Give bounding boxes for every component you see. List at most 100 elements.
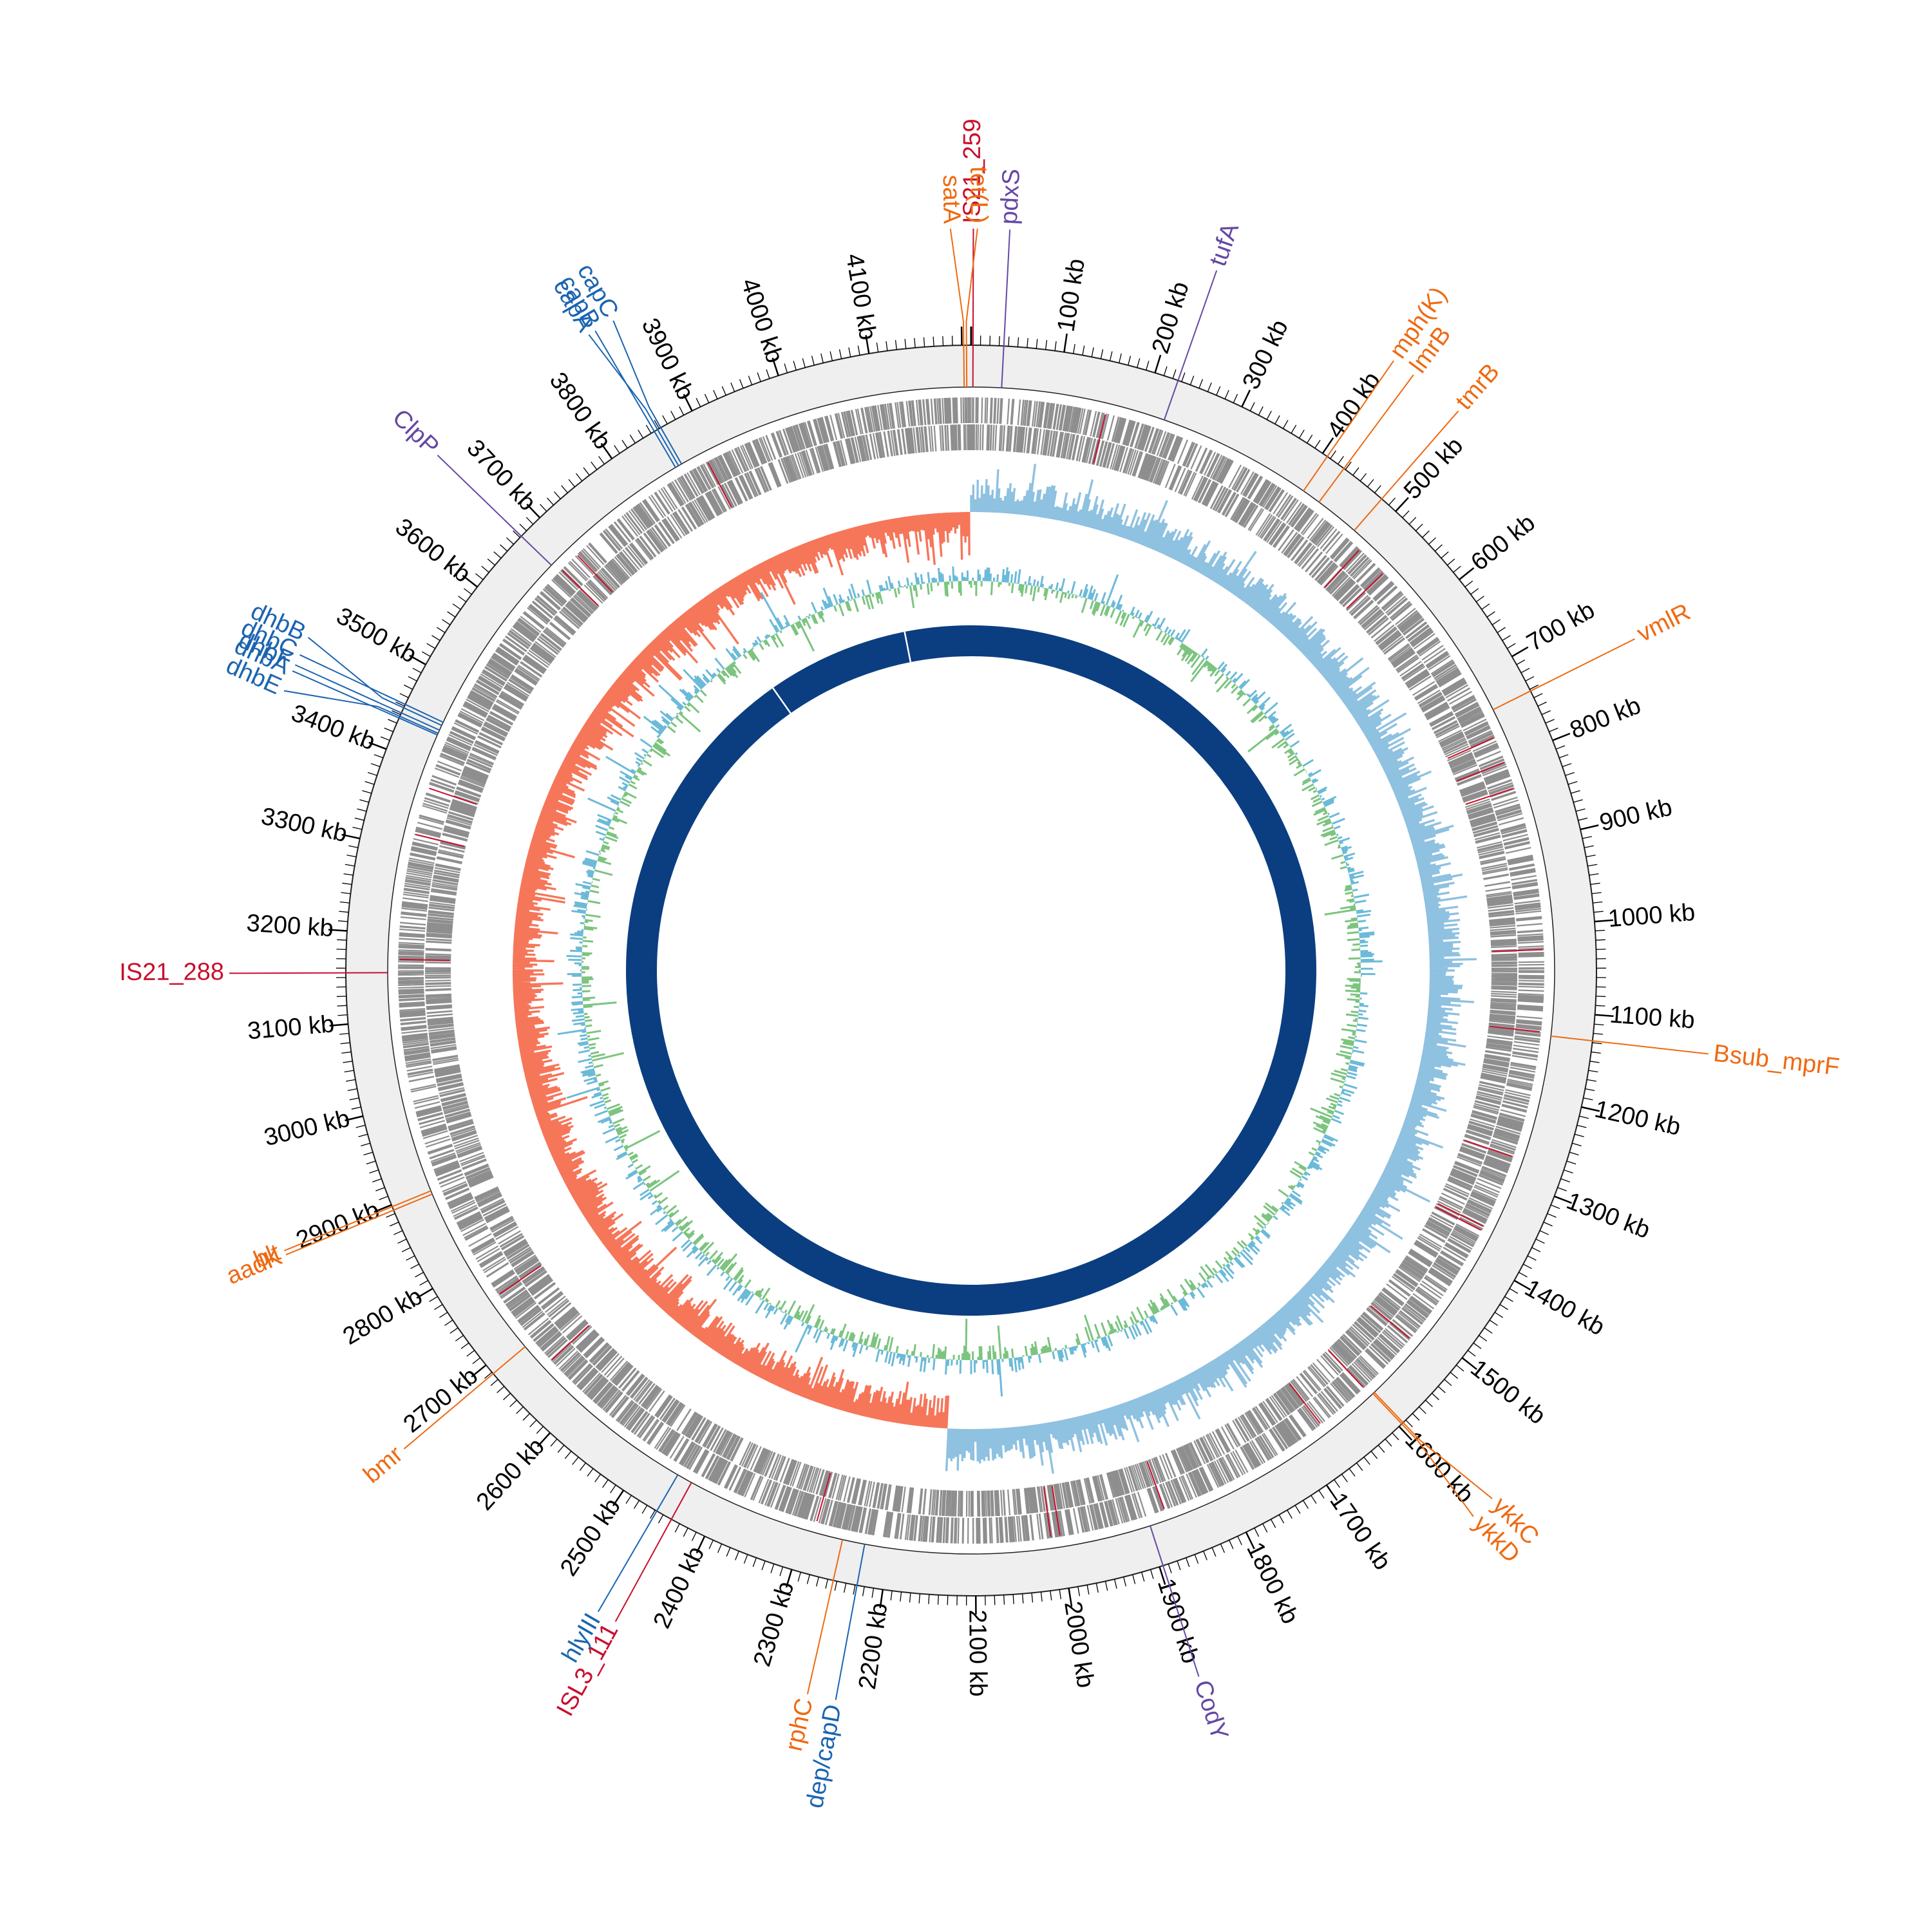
minor-tick xyxy=(1550,1204,1560,1209)
minor-tick xyxy=(345,864,355,867)
minor-tick xyxy=(923,337,925,347)
minor-tick xyxy=(408,676,417,682)
major-tick xyxy=(1068,1587,1073,1607)
minor-tick xyxy=(1434,544,1443,552)
feature-marker xyxy=(827,1539,844,1604)
gc-skew-track xyxy=(512,464,1477,1474)
major-tick xyxy=(1159,1566,1166,1585)
tick-label: 800 kb xyxy=(1566,692,1645,744)
major-tick xyxy=(341,833,361,840)
minor-tick xyxy=(645,424,652,434)
minor-tick xyxy=(994,1595,996,1605)
minor-tick xyxy=(1575,808,1586,812)
minor-tick xyxy=(516,1406,524,1414)
minor-tick xyxy=(1464,580,1473,587)
minor-tick xyxy=(1270,1519,1276,1528)
minor-tick xyxy=(1077,1586,1081,1596)
major-tick xyxy=(683,393,693,412)
minor-tick xyxy=(1525,676,1535,682)
tick-label: 3100 kb xyxy=(247,1010,336,1045)
cds-highlight xyxy=(577,554,613,592)
tick-label: 3600 kb xyxy=(390,513,476,588)
minor-tick xyxy=(748,375,753,385)
minor-tick xyxy=(1392,1432,1399,1441)
feature-leader xyxy=(292,670,378,709)
feature-marker xyxy=(641,410,676,468)
minor-tick xyxy=(1455,1365,1464,1372)
feature-leader xyxy=(1170,1588,1200,1677)
minor-tick xyxy=(490,1379,498,1387)
cds-highlight xyxy=(1492,949,1543,952)
minor-tick xyxy=(372,1178,382,1182)
minor-tick xyxy=(395,701,405,707)
tick-label: 2000 kb xyxy=(1059,1600,1099,1690)
cds-highlight xyxy=(1346,573,1383,609)
minor-tick xyxy=(1494,1312,1504,1318)
major-tick xyxy=(1321,437,1334,454)
minor-tick xyxy=(513,530,520,538)
minor-tick xyxy=(466,1350,475,1357)
minor-tick xyxy=(1577,1124,1587,1128)
minor-tick xyxy=(1388,497,1396,506)
minor-tick xyxy=(679,406,685,415)
minor-tick xyxy=(339,901,350,904)
feature-leader xyxy=(229,972,323,974)
minor-tick xyxy=(853,1585,856,1595)
minor-tick xyxy=(359,799,369,803)
minor-tick xyxy=(344,1070,354,1073)
core-gap xyxy=(772,687,791,714)
feature-marker xyxy=(504,519,552,566)
minor-tick xyxy=(1150,1569,1154,1579)
minor-tick xyxy=(444,1320,453,1326)
minor-tick xyxy=(1467,1350,1476,1357)
gc-content-high xyxy=(557,566,1383,1397)
minor-tick xyxy=(900,1591,902,1602)
feature-marker xyxy=(383,694,444,723)
minor-tick xyxy=(365,781,375,785)
minor-tick xyxy=(1428,537,1436,545)
feature-marker xyxy=(965,321,968,388)
minor-tick xyxy=(1378,1444,1385,1453)
minor-tick xyxy=(1533,693,1543,698)
minor-tick xyxy=(1539,1230,1549,1235)
major-tick xyxy=(329,1023,348,1027)
minor-tick xyxy=(472,1357,481,1365)
minor-tick xyxy=(375,1187,385,1191)
minor-tick xyxy=(1594,1023,1604,1026)
feature-marker xyxy=(371,1193,433,1220)
feature-marker xyxy=(1150,1525,1171,1589)
feature-label: pdxS xyxy=(996,168,1025,225)
minor-tick xyxy=(1349,1468,1356,1477)
minor-tick xyxy=(374,754,384,759)
minor-tick xyxy=(362,790,372,794)
minor-tick xyxy=(1555,745,1566,750)
minor-tick xyxy=(1583,1097,1593,1101)
minor-tick xyxy=(337,1014,348,1016)
feature-leader xyxy=(1616,1043,1709,1055)
minor-tick xyxy=(1557,1187,1567,1191)
minor-tick xyxy=(1137,358,1141,368)
minor-tick xyxy=(820,353,824,363)
major-tick xyxy=(696,1535,706,1554)
minor-tick xyxy=(447,611,456,618)
minor-tick xyxy=(1298,430,1305,439)
minor-tick xyxy=(1484,1327,1493,1334)
minor-tick xyxy=(1574,1133,1584,1137)
tick-label: 500 kb xyxy=(1399,432,1468,504)
minor-tick xyxy=(572,1457,579,1465)
minor-tick xyxy=(1146,361,1150,370)
minor-tick xyxy=(481,565,489,573)
minor-tick xyxy=(1446,558,1455,566)
minor-tick xyxy=(1596,949,1606,951)
minor-tick xyxy=(933,336,934,346)
minor-tick xyxy=(1036,339,1038,349)
minor-tick xyxy=(1419,1406,1426,1414)
feature-marker xyxy=(1354,480,1398,531)
minor-tick xyxy=(1566,1160,1577,1165)
minor-tick xyxy=(641,1505,648,1514)
minor-tick xyxy=(1229,1540,1234,1549)
minor-tick xyxy=(1530,685,1539,690)
minor-tick xyxy=(436,627,446,633)
feature-marker xyxy=(1551,1035,1616,1045)
minor-tick xyxy=(1531,1247,1541,1253)
